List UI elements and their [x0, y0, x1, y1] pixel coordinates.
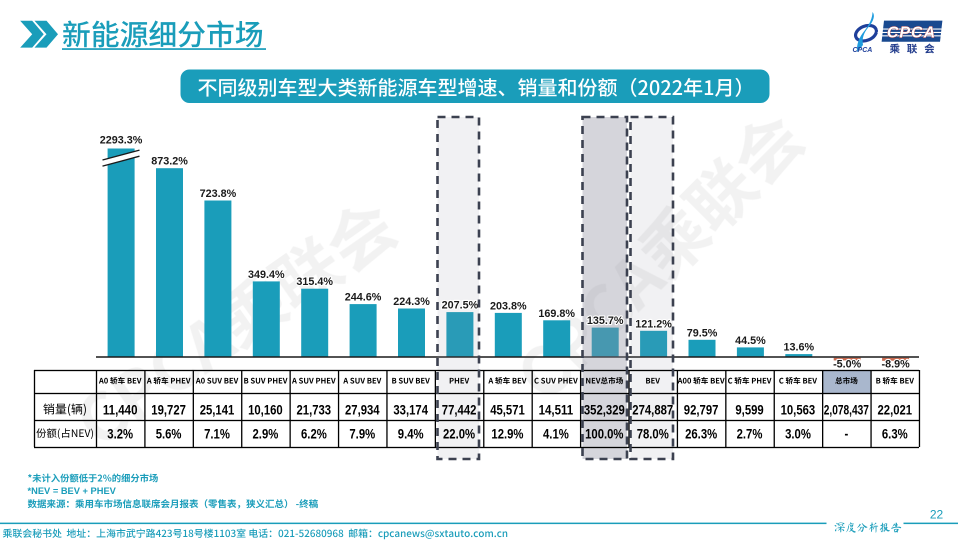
svg-text:14,511: 14,511 [539, 403, 574, 418]
svg-text:207.5%: 207.5% [442, 300, 479, 312]
svg-text:25,141: 25,141 [200, 403, 235, 418]
svg-text:352,329: 352,329 [584, 403, 625, 418]
svg-text:244.6%: 244.6% [345, 292, 382, 304]
svg-text:349.4%: 349.4% [248, 269, 285, 281]
svg-text:873.2%: 873.2% [151, 156, 188, 168]
svg-text:3.2%: 3.2% [107, 427, 133, 442]
svg-text:19,727: 19,727 [151, 403, 186, 418]
svg-text:2293.3%: 2293.3% [100, 135, 143, 147]
svg-text:26.3%: 26.3% [685, 427, 717, 442]
svg-text:10,160: 10,160 [248, 403, 283, 418]
svg-text:6.3%: 6.3% [882, 427, 908, 442]
svg-text:*NEV = BEV + PHEV: *NEV = BEV + PHEV [28, 486, 117, 496]
svg-text:315.4%: 315.4% [296, 276, 333, 288]
svg-text:92,797: 92,797 [684, 403, 719, 418]
svg-text:5.6%: 5.6% [156, 427, 182, 442]
svg-text:7.9%: 7.9% [349, 427, 375, 442]
svg-text:9,599: 9,599 [735, 403, 764, 418]
svg-text:7.1%: 7.1% [204, 427, 230, 442]
svg-text:6.2%: 6.2% [301, 427, 327, 442]
svg-text:79.5%: 79.5% [687, 327, 718, 339]
svg-text:22,021: 22,021 [878, 403, 913, 418]
svg-text:2,078,437: 2,078,437 [824, 403, 869, 418]
svg-text:13.6%: 13.6% [783, 342, 814, 354]
svg-text:224.3%: 224.3% [393, 296, 430, 308]
svg-text:33,174: 33,174 [393, 403, 428, 418]
svg-text:10,563: 10,563 [781, 403, 816, 418]
svg-text:22: 22 [930, 508, 944, 522]
svg-text:203.8%: 203.8% [490, 300, 527, 312]
svg-text:78.0%: 78.0% [637, 427, 669, 442]
svg-text:-: - [845, 427, 849, 442]
svg-text:CPCA: CPCA [853, 47, 873, 54]
svg-text:274,887: 274,887 [632, 403, 673, 418]
svg-text:4.1%: 4.1% [543, 427, 569, 442]
svg-text:CPCA: CPCA [887, 25, 936, 42]
svg-text:12.9%: 12.9% [491, 427, 523, 442]
svg-text:2.7%: 2.7% [737, 427, 763, 442]
svg-text:27,934: 27,934 [345, 403, 380, 418]
svg-text:169.8%: 169.8% [538, 308, 575, 320]
svg-text:77,442: 77,442 [442, 403, 477, 418]
svg-text:723.8%: 723.8% [200, 188, 237, 200]
svg-text:121.2%: 121.2% [635, 318, 672, 330]
svg-text:2.9%: 2.9% [253, 427, 279, 442]
svg-text:11,440: 11,440 [103, 403, 138, 418]
svg-text:-8.9%: -8.9% [881, 358, 910, 370]
svg-text:21,733: 21,733 [297, 403, 332, 418]
svg-text:22.0%: 22.0% [443, 427, 475, 442]
svg-text:3.0%: 3.0% [785, 427, 811, 442]
svg-text:9.4%: 9.4% [398, 427, 424, 442]
svg-text:44.5%: 44.5% [735, 335, 766, 347]
svg-text:45,571: 45,571 [490, 403, 525, 418]
svg-text:-5.0%: -5.0% [833, 358, 862, 370]
svg-text:135.7%: 135.7% [587, 315, 624, 327]
svg-text:100.0%: 100.0% [585, 427, 623, 442]
